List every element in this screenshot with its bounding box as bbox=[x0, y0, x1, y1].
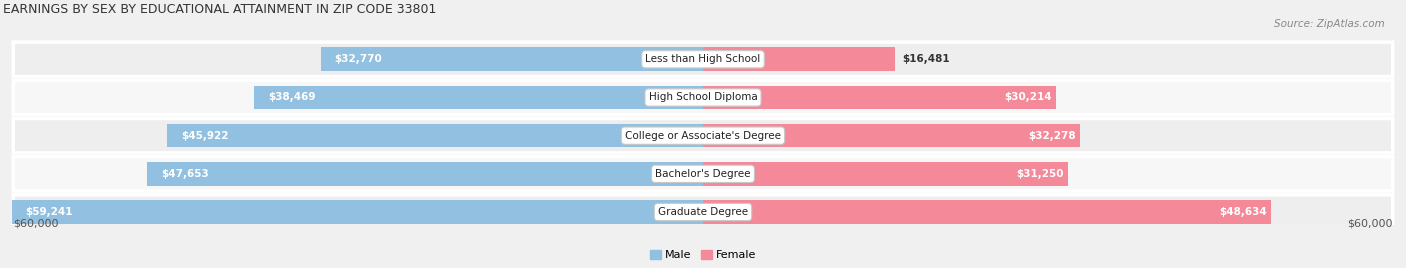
Bar bbox=[11, 200, 703, 224]
Text: $38,469: $38,469 bbox=[269, 92, 315, 102]
Text: $45,922: $45,922 bbox=[181, 131, 229, 141]
Bar bbox=[703, 124, 1080, 147]
FancyBboxPatch shape bbox=[13, 195, 1393, 229]
Text: $32,278: $32,278 bbox=[1029, 131, 1076, 141]
Bar bbox=[146, 162, 703, 186]
Text: EARNINGS BY SEX BY EDUCATIONAL ATTAINMENT IN ZIP CODE 33801: EARNINGS BY SEX BY EDUCATIONAL ATTAINMEN… bbox=[3, 3, 436, 16]
Text: $60,000: $60,000 bbox=[1347, 218, 1393, 228]
Legend: Male, Female: Male, Female bbox=[645, 245, 761, 265]
Text: $32,770: $32,770 bbox=[335, 54, 382, 64]
Text: Bachelor's Degree: Bachelor's Degree bbox=[655, 169, 751, 179]
Text: $30,214: $30,214 bbox=[1004, 92, 1052, 102]
Text: Graduate Degree: Graduate Degree bbox=[658, 207, 748, 217]
Text: $60,000: $60,000 bbox=[13, 218, 59, 228]
Text: Source: ZipAtlas.com: Source: ZipAtlas.com bbox=[1274, 19, 1385, 29]
Text: Less than High School: Less than High School bbox=[645, 54, 761, 64]
Bar bbox=[321, 47, 703, 71]
FancyBboxPatch shape bbox=[13, 157, 1393, 191]
Text: $47,653: $47,653 bbox=[160, 169, 208, 179]
Bar bbox=[703, 162, 1067, 186]
FancyBboxPatch shape bbox=[13, 42, 1393, 76]
Text: $59,241: $59,241 bbox=[25, 207, 73, 217]
Text: $16,481: $16,481 bbox=[903, 54, 950, 64]
Text: $31,250: $31,250 bbox=[1017, 169, 1064, 179]
Bar bbox=[167, 124, 703, 147]
Bar bbox=[703, 86, 1056, 109]
Text: High School Diploma: High School Diploma bbox=[648, 92, 758, 102]
FancyBboxPatch shape bbox=[13, 80, 1393, 115]
Text: $48,634: $48,634 bbox=[1219, 207, 1267, 217]
FancyBboxPatch shape bbox=[13, 118, 1393, 153]
Text: College or Associate's Degree: College or Associate's Degree bbox=[626, 131, 780, 141]
Bar bbox=[703, 200, 1271, 224]
Bar bbox=[254, 86, 703, 109]
Bar bbox=[703, 47, 896, 71]
